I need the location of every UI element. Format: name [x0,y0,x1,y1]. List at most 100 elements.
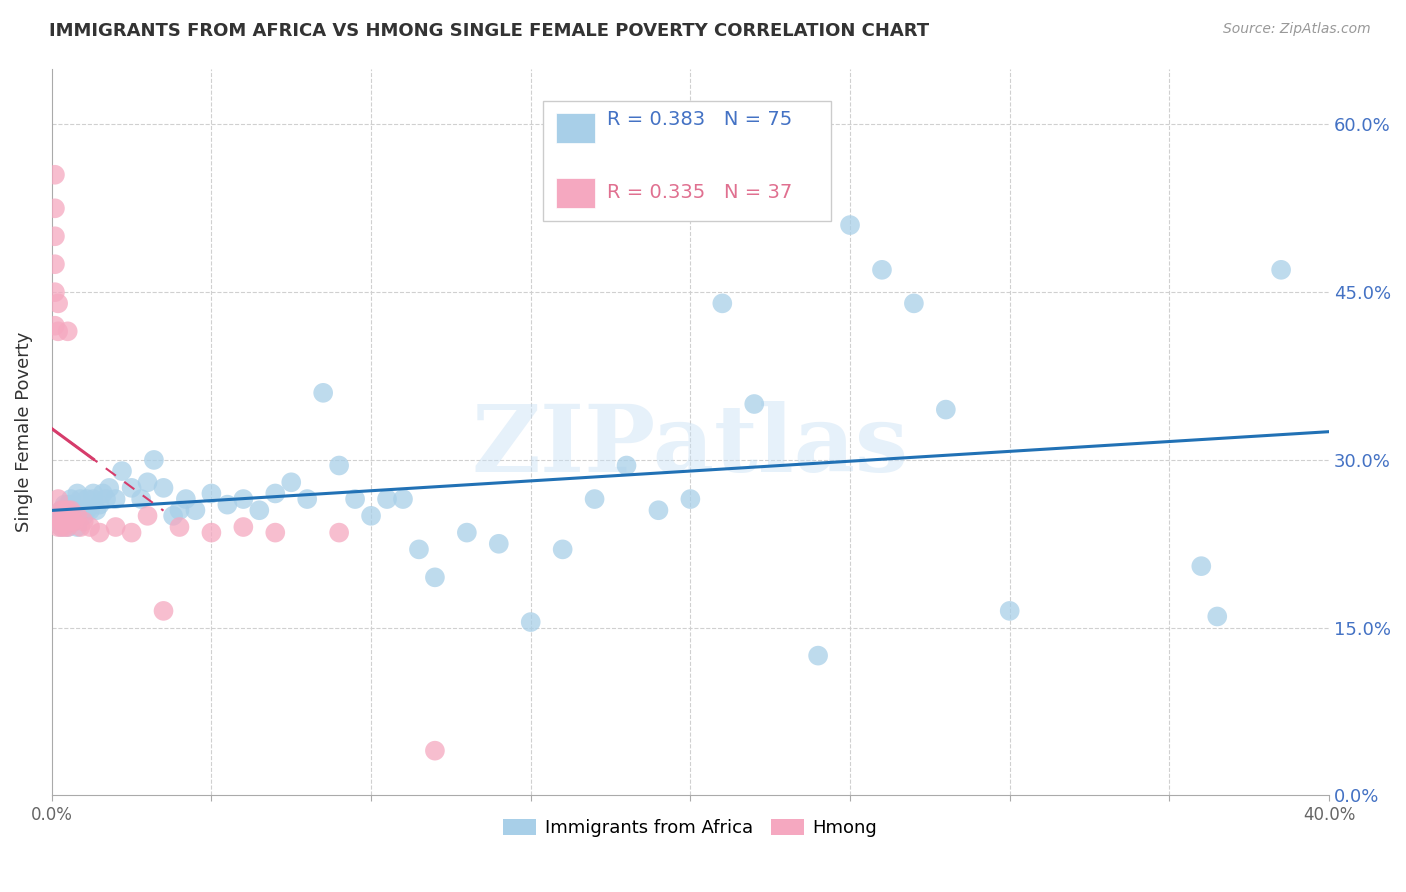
Point [59,498,82,512]
Point [53,498,76,512]
Point [312,385,335,400]
FancyBboxPatch shape [557,113,595,144]
Point [328,458,350,473]
Point [51,520,73,534]
Point [46,508,69,523]
Point [44,318,66,333]
Point [51,520,73,534]
Text: R = 0.383   N = 75: R = 0.383 N = 75 [607,110,793,129]
Point [616,458,638,473]
Point [217,498,239,512]
Point [76,503,98,517]
Point [79,503,101,517]
Point [136,475,159,490]
Point [91,486,114,500]
Point [152,604,174,618]
Point [86,503,108,517]
Point [59,491,82,506]
Point [519,615,541,629]
Point [76,491,98,506]
Point [423,570,446,584]
Point [53,515,76,529]
Point [56,498,79,512]
Point [169,520,191,534]
Point [44,285,66,300]
Point [82,486,104,500]
Point [280,475,302,490]
Point [129,491,152,506]
Text: ZIPatlas: ZIPatlas [472,401,908,491]
Point [44,202,66,216]
Point [870,262,893,277]
Point [232,491,254,506]
Point [1189,559,1212,574]
Point [73,503,96,517]
Point [46,296,69,310]
Point [1270,262,1292,277]
Point [104,520,127,534]
Point [742,397,765,411]
Point [51,503,73,517]
Legend: Immigrants from Africa, Hmong: Immigrants from Africa, Hmong [496,812,884,845]
Point [56,508,79,523]
Point [152,481,174,495]
Point [551,542,574,557]
FancyBboxPatch shape [544,101,831,221]
Y-axis label: Single Female Poverty: Single Female Poverty [15,332,32,533]
Point [408,542,430,557]
Point [46,520,69,534]
Point [46,508,69,523]
Point [51,515,73,529]
Point [935,402,957,417]
Text: Source: ZipAtlas.com: Source: ZipAtlas.com [1223,22,1371,37]
Point [174,491,197,506]
Point [82,491,104,506]
Point [121,481,143,495]
Point [328,525,350,540]
Point [94,491,117,506]
Point [44,257,66,271]
Text: IMMIGRANTS FROM AFRICA VS HMONG SINGLE FEMALE POVERTY CORRELATION CHART: IMMIGRANTS FROM AFRICA VS HMONG SINGLE F… [49,22,929,40]
Point [998,604,1021,618]
Point [53,520,76,534]
Point [44,515,66,529]
Point [111,464,134,478]
Point [392,491,415,506]
Point [46,491,69,506]
Point [59,515,82,529]
Point [711,296,734,310]
Point [66,486,89,500]
Point [679,491,702,506]
Point [63,515,86,529]
Point [69,520,91,534]
Point [44,229,66,244]
Point [121,525,143,540]
Point [456,525,478,540]
Point [51,503,73,517]
FancyBboxPatch shape [557,178,595,208]
Point [79,520,101,534]
Point [839,218,862,232]
Point [583,491,606,506]
Point [1206,609,1229,624]
Point [46,515,69,529]
Point [200,525,222,540]
Point [142,453,165,467]
Point [73,515,96,529]
Point [169,503,191,517]
Point [295,491,318,506]
Point [344,491,367,506]
Point [73,508,96,523]
Point [184,503,207,517]
Point [647,503,669,517]
Text: R = 0.335   N = 37: R = 0.335 N = 37 [607,183,793,202]
Point [89,525,111,540]
Point [807,648,830,663]
Point [488,537,510,551]
Point [44,168,66,182]
Point [200,486,222,500]
Point [162,508,184,523]
Point [66,508,89,523]
Point [46,324,69,338]
Point [66,520,89,534]
